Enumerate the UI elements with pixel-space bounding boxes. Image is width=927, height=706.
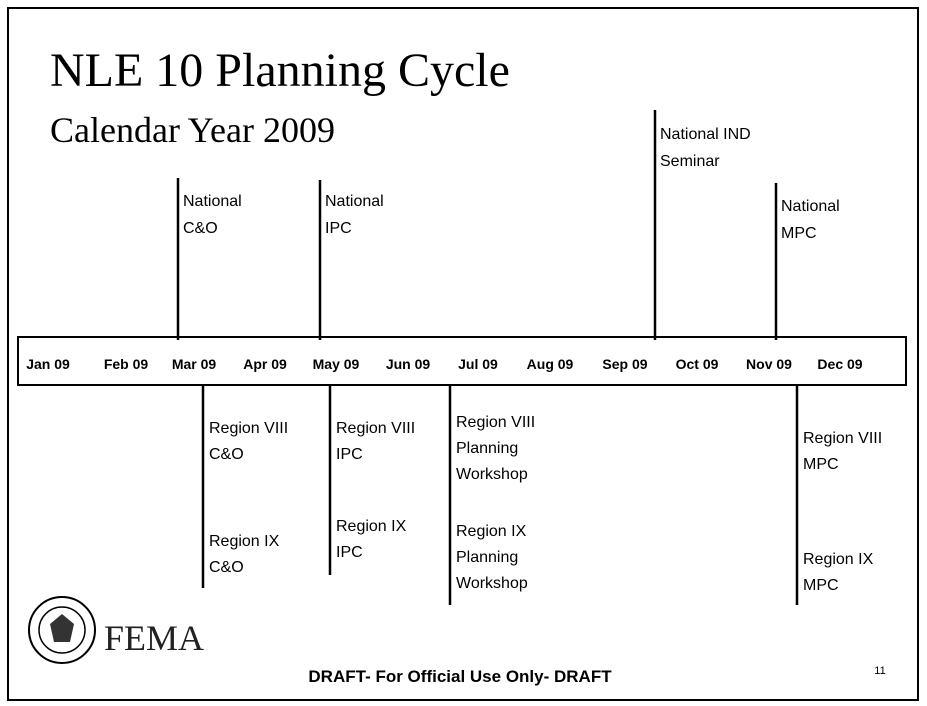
subtitle: Calendar Year 2009: [50, 110, 335, 150]
event-label: MPC: [803, 456, 839, 473]
event-label: Region IX: [209, 533, 280, 550]
fema-logo: FEMA: [28, 596, 204, 664]
month-label: Nov 09: [746, 356, 792, 372]
event-label: IPC: [336, 446, 363, 463]
event-label: Region IX: [803, 551, 874, 568]
month-label: Mar 09: [172, 356, 217, 372]
month-label: Apr 09: [243, 356, 287, 372]
seal-inner: [38, 606, 86, 654]
event-label: National: [325, 193, 384, 210]
logo-text: FEMA: [104, 618, 204, 658]
event-label: C&O: [183, 220, 218, 237]
month-label: Jun 09: [386, 356, 431, 372]
title: NLE 10 Planning Cycle: [50, 44, 510, 97]
month-label: Aug 09: [527, 356, 574, 372]
event-label: Region VIII: [456, 414, 535, 431]
event-label: Workshop: [456, 466, 528, 483]
event-label: IPC: [325, 220, 352, 237]
event-label: National: [781, 198, 840, 215]
timeline-bar: [17, 336, 907, 386]
month-label: Oct 09: [676, 356, 719, 372]
event-label: National: [183, 193, 242, 210]
event-label: Workshop: [456, 575, 528, 592]
event-label: National IND: [660, 126, 751, 143]
seal-outer: [28, 596, 96, 664]
draft-notice: DRAFT- For Official Use Only- DRAFT: [308, 667, 612, 686]
event-label: Seminar: [660, 153, 720, 170]
month-label: Dec 09: [817, 356, 862, 372]
month-label: Sep 09: [602, 356, 647, 372]
month-label: Jan 09: [26, 356, 70, 372]
event-label: MPC: [803, 577, 839, 594]
month-label: May 09: [313, 356, 360, 372]
event-label: Region VIII: [803, 430, 882, 447]
event-label: Planning: [456, 549, 518, 566]
event-label: IPC: [336, 544, 363, 561]
event-label: C&O: [209, 446, 244, 463]
seal-eagle: [50, 614, 74, 642]
event-label: MPC: [781, 225, 817, 242]
month-label: Jul 09: [458, 356, 498, 372]
event-label: Planning: [456, 440, 518, 457]
event-label: Region IX: [456, 523, 527, 540]
event-label: Region VIII: [336, 420, 415, 437]
page-number: 11: [874, 665, 885, 677]
event-label: C&O: [209, 559, 244, 576]
event-label: Region IX: [336, 518, 407, 535]
month-label: Feb 09: [104, 356, 149, 372]
event-label: Region VIII: [209, 420, 288, 437]
